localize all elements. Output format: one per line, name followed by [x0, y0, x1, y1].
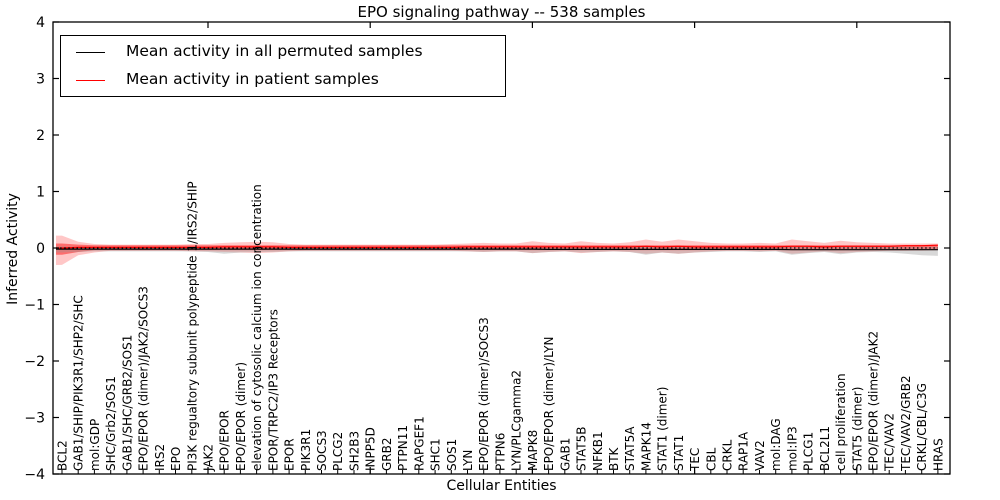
y-tick-label: 0	[36, 241, 45, 257]
x-category-label: mol:GDP	[88, 419, 102, 471]
series-line-patient	[56, 244, 938, 249]
series-line-permuted	[55, 248, 938, 251]
x-category-label: CBL	[704, 447, 718, 471]
x-category-label: STAT5A	[623, 426, 637, 471]
x-category-label: elevation of cytosolic calcium ion conce…	[250, 184, 264, 471]
x-category-label: NFKB1	[591, 431, 605, 471]
x-category-label: BCL2	[56, 440, 70, 471]
x-category-label: EPO/EPOR (dimer)	[234, 362, 248, 471]
y-tick-label: 2	[36, 128, 45, 144]
legend-item-permuted: Mean activity in all permuted samples	[61, 41, 505, 63]
y-tick-label: 4	[36, 15, 45, 31]
y-tick-label: −4	[24, 467, 45, 483]
x-category-label: EPO/EPOR (dimer)/JAK2/SOCS3	[137, 286, 151, 471]
y-tick-label: −2	[24, 354, 45, 370]
x-category-label: PLCG2	[331, 432, 345, 471]
x-category-label: IRS2	[153, 444, 167, 471]
x-category-label: GAB1/SHC/GRB2/SOS1	[120, 335, 134, 471]
x-category-label: STAT5 (dimer)	[850, 387, 864, 471]
y-axis-title: Inferred Activity	[5, 193, 21, 305]
legend-line-permuted-sample	[76, 51, 105, 53]
x-category-label: STAT5B	[575, 427, 589, 472]
x-category-label: MAPK14	[639, 422, 653, 471]
x-category-label: TEC/VAV2/GRB2	[899, 375, 913, 472]
x-category-label: EPOR	[283, 438, 297, 471]
x-category-label: SH2B3	[348, 431, 362, 471]
x-category-label: GRB2	[380, 437, 394, 471]
x-category-label: PI3K regualtory subunit polypeptide 1/IR…	[185, 181, 199, 471]
x-category-label: JAK2	[202, 444, 216, 472]
x-category-label: EPO/EPOR (dimer)/JAK2	[867, 331, 881, 471]
x-category-label: VAV2	[753, 440, 767, 471]
x-category-label: GAB1	[558, 438, 572, 471]
x-category-label: STAT1	[672, 435, 686, 471]
x-category-label: EPO/EPOR (dimer)/SOCS3	[477, 317, 491, 471]
x-category-label: INPP5D	[364, 427, 378, 471]
x-category-label: LYN/PLCgamma2	[510, 370, 524, 471]
x-category-label: CRKL/CBL/C3G	[915, 383, 929, 471]
y-tick-label: −3	[24, 411, 45, 427]
x-category-label: SOS1	[445, 439, 459, 471]
x-category-label: PTPN6	[493, 433, 507, 471]
x-category-label: CRKL	[721, 439, 735, 471]
x-category-label: PIK3R1	[299, 429, 313, 471]
x-category-label: EPO/EPOR (dimer)/LYN	[542, 337, 556, 471]
x-category-label: HRAS	[931, 438, 945, 471]
legend-item-patient: Mean activity in patient samples	[61, 69, 505, 91]
x-category-label: BTK	[607, 446, 621, 471]
x-category-label: PLCG1	[802, 432, 816, 471]
x-category-label: MAPK8	[526, 430, 540, 471]
y-tick-label: 3	[36, 72, 45, 88]
band-patient-samples-outer-spread	[56, 235, 938, 265]
x-category-label: SHC1	[429, 438, 443, 471]
legend-label-patient: Mean activity in patient samples	[126, 70, 379, 89]
x-category-label: GAB1/SHIP/PIK3R1/SHP2/SHC	[72, 295, 86, 471]
x-category-label: EPO/EPOR	[218, 410, 232, 471]
x-category-label: EPO	[169, 447, 183, 471]
x-category-label: mol:DAG	[769, 418, 783, 471]
x-category-label: TEC	[688, 448, 702, 472]
x-category-label: RAPGEF1	[412, 416, 426, 471]
x-category-label: SHC/Grb2/SOS1	[104, 376, 118, 471]
x-category-label: cell proliferation	[834, 373, 848, 471]
x-category-label: RAP1A	[737, 431, 751, 471]
x-category-label: STAT1 (dimer)	[656, 387, 670, 471]
legend: Mean activity in all permuted samples Me…	[60, 35, 506, 97]
x-category-label: BCL2L1	[818, 426, 832, 471]
chart-title: EPO signaling pathway -- 538 samples	[357, 3, 646, 21]
x-category-label: SOCS3	[315, 430, 329, 471]
y-tick-label: −1	[24, 298, 45, 314]
x-category-label: mol:IP3	[785, 426, 799, 471]
x-category-label: PTPN11	[396, 425, 410, 471]
x-category-label: TEC/VAV2	[883, 413, 897, 472]
x-axis-title: Cellular Entities	[446, 478, 557, 494]
legend-label-permuted: Mean activity in all permuted samples	[126, 42, 423, 61]
x-category-label: EPOR/TRPC2/IP3 Receptors	[266, 309, 280, 471]
legend-line-patient-sample	[76, 79, 105, 81]
y-tick-label: 1	[36, 185, 45, 201]
x-category-label: LYN	[461, 450, 475, 471]
